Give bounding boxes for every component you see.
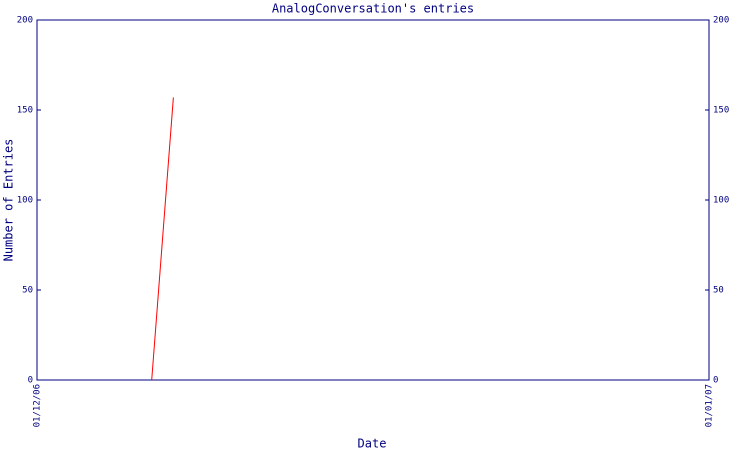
y-tick-label: 50 [22, 286, 33, 296]
y-tick-label: 200 [17, 16, 33, 26]
x-tick-label: 01/12/06 [33, 384, 43, 427]
y-tick-label: 100 [17, 196, 33, 206]
y2-tick-label: 200 [713, 16, 729, 26]
x-tick-label: 01/01/07 [705, 384, 715, 427]
y-axis-label: Number of Entries [2, 139, 16, 262]
y-tick-label: 0 [28, 376, 33, 386]
y2-tick-label: 150 [713, 106, 729, 116]
y2-tick-label: 50 [713, 286, 724, 296]
y2-tick-label: 0 [713, 376, 718, 386]
y-tick-label: 150 [17, 106, 33, 116]
x-axis-label: Date [358, 437, 387, 450]
line-series [151, 97, 174, 381]
y2-tick-label: 100 [713, 196, 729, 206]
chart-title: AnalogConversation's entries [272, 2, 474, 16]
